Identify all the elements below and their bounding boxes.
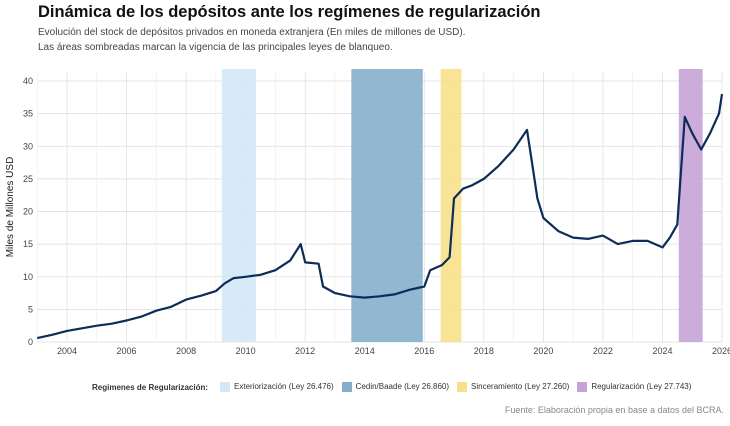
chart-subtitle: Evolución del stock de depósitos privado… [38, 27, 466, 38]
source-note: Fuente: Elaboración propia en base a dat… [504, 405, 724, 415]
x-tick-label: 2018 [474, 346, 494, 356]
legend: Regimenes de Regularización: Exterioriza… [92, 382, 699, 392]
regime-band [221, 69, 257, 342]
legend-item: Sinceramiento (Ley 27.260) [457, 382, 570, 392]
line-chart: 0 5 10 15 20 25 30 35 40 2004 2006 2008 2010 2012 2014… [5, 69, 730, 356]
legend-label: Cedin/Baade (Ley 26.860) [355, 382, 450, 392]
y-tick-label: 5 [28, 304, 33, 314]
x-tick-label: 2016 [414, 346, 434, 356]
deposits-line [36, 93, 724, 340]
regime-band [351, 69, 423, 342]
x-tick-label: 2024 [652, 346, 672, 356]
x-tick-label: 2010 [236, 346, 256, 356]
x-tick-label: 2006 [117, 346, 137, 356]
legend-swatch [577, 382, 588, 392]
x-tick-label: 2026 [712, 346, 730, 356]
y-tick-label: 10 [23, 272, 33, 282]
chart-subtitle-2: Las áreas sombreadas marcan la vigencia … [38, 42, 393, 53]
legend-label: Exteriorización (Ley 26.476) [234, 382, 334, 392]
legend-item: Cedin/Baade (Ley 26.860) [341, 382, 450, 392]
y-tick-label: 25 [23, 174, 33, 184]
legend-label: Sinceramiento (Ley 27.260) [471, 382, 570, 392]
y-tick-label: 0 [28, 337, 33, 347]
y-tick-label: 40 [23, 76, 33, 86]
y-tick-label: 15 [23, 239, 33, 249]
x-tick-label: 2008 [176, 346, 196, 356]
y-tick-label: 20 [23, 207, 33, 217]
legend-label: Regularización (Ley 27.743) [591, 382, 692, 392]
legend-title: Regimenes de Regularización: [92, 382, 209, 392]
chart-title: Dinámica de los depósitos ante los regím… [38, 3, 541, 21]
y-tick-label: 35 [23, 109, 33, 119]
regime-band [678, 69, 703, 342]
x-tick-label: 2012 [295, 346, 315, 356]
x-tick-label: 2014 [355, 346, 375, 356]
x-tick-label: 2020 [533, 346, 553, 356]
legend-swatch [220, 382, 231, 392]
legend-swatch [457, 382, 468, 392]
y-tick-label: 30 [23, 141, 33, 151]
y-axis-label: Miles de Millones USD [5, 157, 16, 258]
regime-band [440, 69, 462, 342]
legend-swatch [341, 382, 352, 392]
x-tick-label: 2022 [593, 346, 613, 356]
x-tick-label: 2004 [57, 346, 77, 356]
legend-item: Regularización (Ley 27.743) [577, 382, 692, 392]
legend-item: Exteriorización (Ley 26.476) [220, 382, 334, 392]
